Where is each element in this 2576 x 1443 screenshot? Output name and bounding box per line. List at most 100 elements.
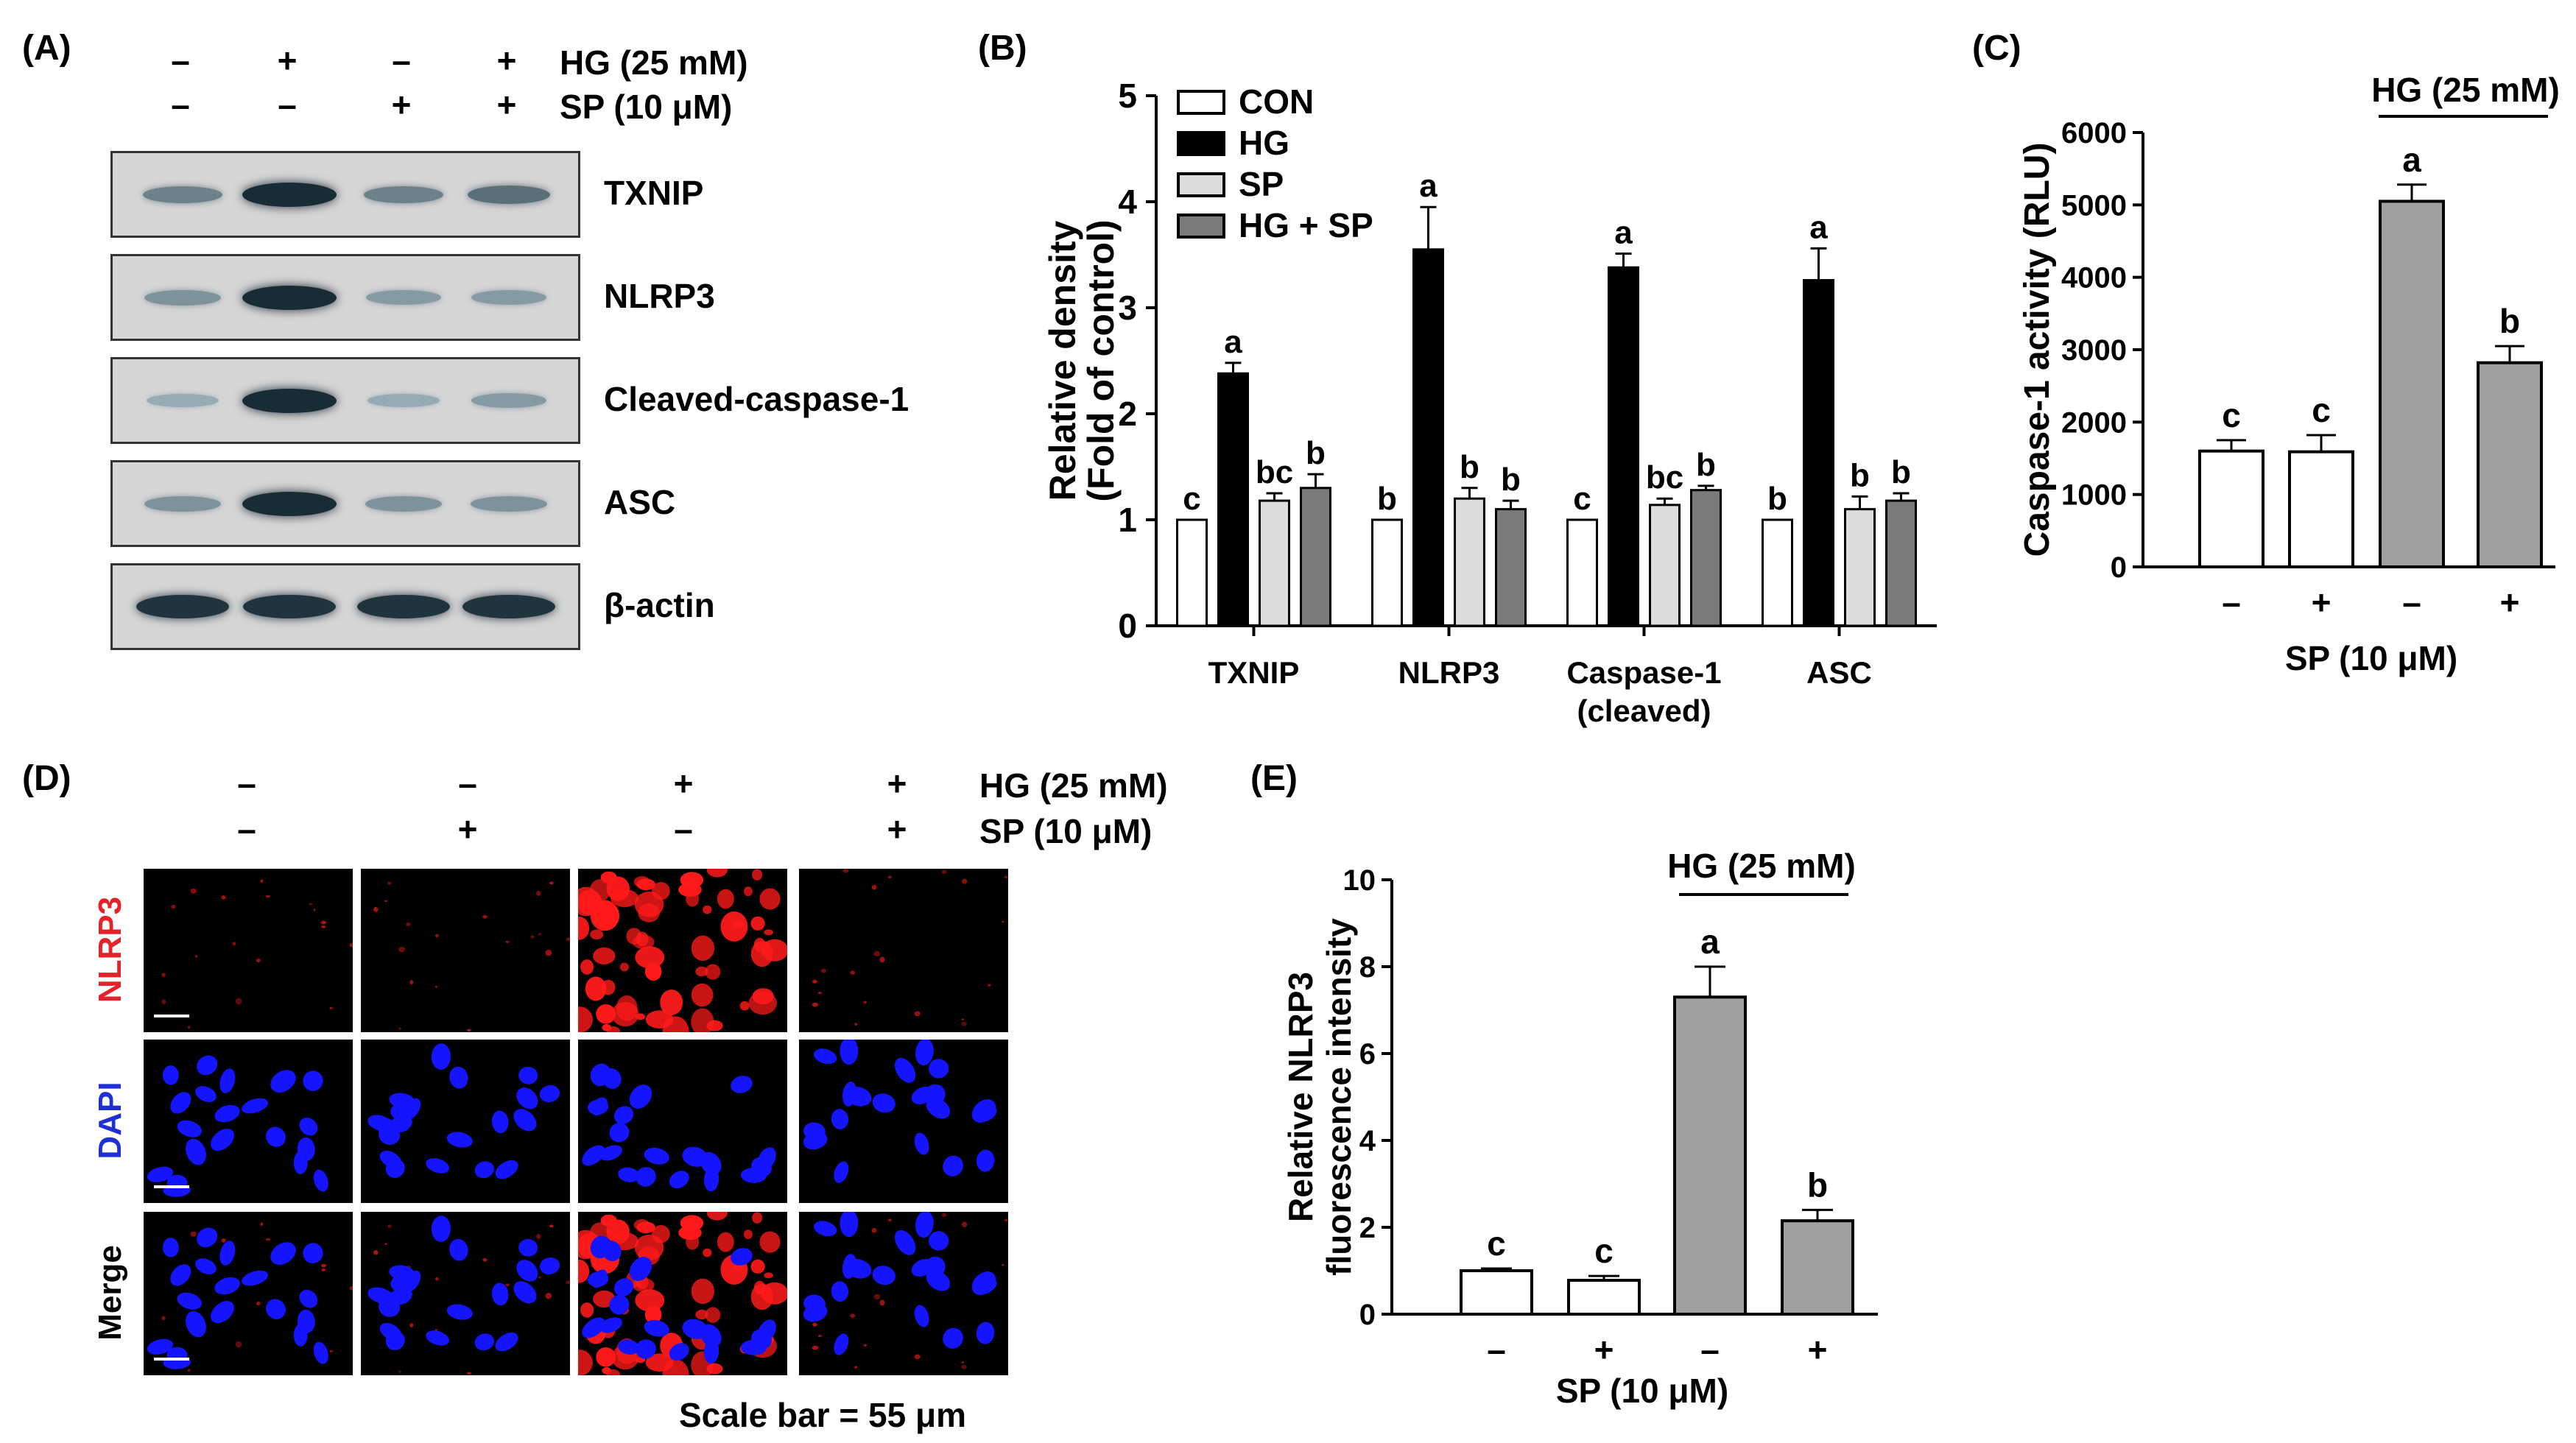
fluorescence-image bbox=[812, 869, 1008, 1026]
significance-letter: c bbox=[1573, 481, 1591, 517]
nlrp3-signal bbox=[887, 1218, 892, 1222]
nlrp3-signal bbox=[321, 1263, 327, 1268]
dapi-nucleus bbox=[426, 1158, 450, 1174]
y-tick-label: 6 bbox=[1359, 1038, 1376, 1070]
nlrp3-signal bbox=[812, 1002, 819, 1007]
nlrp3-signal bbox=[691, 935, 715, 962]
fluorescence-image bbox=[373, 881, 570, 1032]
dapi-nucleus bbox=[491, 1110, 509, 1134]
sp-sign: – bbox=[171, 85, 190, 124]
dapi-nucleus bbox=[516, 1087, 538, 1109]
nlrp3-signal bbox=[221, 1238, 226, 1243]
y-tick-label: 4 bbox=[1359, 1125, 1376, 1157]
dapi-nucleus bbox=[186, 1138, 206, 1165]
hg-sign: + bbox=[277, 41, 298, 80]
nlrp3-signal bbox=[1004, 875, 1008, 878]
dapi-nucleus bbox=[757, 1319, 776, 1343]
y-tick-label: 6000 bbox=[2061, 117, 2127, 149]
dapi-nucleus bbox=[914, 1305, 929, 1327]
x-tick-label: – bbox=[1700, 1330, 1720, 1369]
significance-letter: b bbox=[1696, 447, 1716, 483]
nlrp3-signal bbox=[759, 1231, 781, 1253]
nlrp3-signal bbox=[256, 958, 261, 963]
sp-sign: + bbox=[391, 85, 412, 124]
nlrp3-signal bbox=[914, 1354, 921, 1360]
hg-sign: – bbox=[171, 41, 190, 80]
dapi-nucleus bbox=[591, 1269, 608, 1288]
nlrp3-signal bbox=[879, 1299, 885, 1306]
bar-sp bbox=[1454, 497, 1485, 627]
bar-hg bbox=[1412, 248, 1444, 627]
blot-band bbox=[471, 393, 546, 408]
y-axis-title: Relative density(Fold of control) bbox=[1042, 219, 1122, 501]
fluorescence-image bbox=[367, 1216, 570, 1375]
bar-con bbox=[1566, 518, 1598, 627]
significance-letter: a bbox=[1224, 324, 1242, 360]
sp-sign: – bbox=[237, 810, 256, 848]
dapi-nucleus bbox=[928, 1059, 949, 1079]
y-tick-label: 2 bbox=[1359, 1212, 1376, 1244]
bar-hgsp bbox=[1690, 489, 1722, 627]
x-tick-label: + bbox=[2312, 583, 2332, 621]
blot-band bbox=[243, 595, 336, 618]
blot-label: ASC bbox=[604, 483, 676, 521]
dapi-nucleus bbox=[834, 1333, 849, 1355]
dapi-nucleus bbox=[449, 1066, 468, 1089]
dapi-nucleus bbox=[379, 1296, 401, 1317]
nlrp3-signal bbox=[961, 1361, 964, 1363]
nlrp3-signal bbox=[645, 1353, 674, 1372]
blot-strip bbox=[110, 151, 580, 238]
bar-con bbox=[1762, 518, 1793, 627]
fluorescence-image bbox=[147, 1055, 328, 1197]
dapi-nucleus bbox=[669, 1171, 689, 1189]
bar-hg bbox=[1217, 372, 1249, 627]
dapi-nucleus bbox=[426, 1330, 450, 1346]
dapi-nucleus bbox=[266, 1299, 286, 1319]
bar bbox=[1567, 1278, 1641, 1316]
dapi-nucleus bbox=[924, 1256, 946, 1277]
bar-hgsp bbox=[1885, 499, 1917, 627]
panel-b-label: (B) bbox=[978, 29, 1027, 68]
dapi-nucleus bbox=[591, 1097, 608, 1116]
nlrp3-signal bbox=[610, 889, 639, 908]
nlrp3-signal bbox=[435, 1277, 439, 1281]
significance-letter: a bbox=[1419, 168, 1437, 204]
nlrp3-signal bbox=[600, 1214, 617, 1227]
bar bbox=[1781, 1219, 1854, 1316]
dapi-nucleus bbox=[390, 1275, 415, 1294]
chart-e-nlrp3-fluorescence: 0 2 4 6 8 10 Relative NLRP3 fluorescence intens… bbox=[1281, 847, 1878, 1410]
dapi-nucleus bbox=[669, 1343, 689, 1361]
bar-sp bbox=[1649, 504, 1681, 627]
y-tick-label: 5000 bbox=[2061, 189, 2127, 222]
nlrp3-signal bbox=[190, 888, 197, 894]
bar bbox=[2288, 450, 2354, 569]
dapi-nucleus bbox=[740, 1168, 767, 1183]
nlrp3-signal bbox=[752, 869, 763, 881]
nlrp3-signal bbox=[256, 1301, 261, 1306]
nlrp3-signal bbox=[817, 992, 822, 995]
hg-sign: – bbox=[392, 41, 411, 80]
dapi-nucleus bbox=[491, 1283, 509, 1306]
blot-band bbox=[471, 290, 546, 305]
dapi-nucleus bbox=[513, 1281, 537, 1304]
bar bbox=[2477, 361, 2543, 568]
dapi-nucleus bbox=[170, 1092, 191, 1114]
x-tick-label: Caspase-1 bbox=[1566, 655, 1721, 690]
nlrp3-signal bbox=[635, 946, 665, 969]
chart-b-relative-density: 0 1 2 3 4 5 Relative density(Fold of control) T… bbox=[1042, 77, 1937, 728]
nlrp3-signal bbox=[434, 1328, 438, 1331]
significance-letter: a bbox=[1614, 215, 1633, 251]
dapi-nucleus bbox=[170, 1264, 191, 1286]
nlrp3-signal bbox=[720, 911, 748, 942]
panel-a-label: (A) bbox=[22, 29, 71, 68]
nlrp3-signal bbox=[329, 1006, 333, 1009]
significance-letter: c bbox=[1183, 481, 1200, 517]
hg-sign: + bbox=[673, 764, 694, 802]
dapi-nucleus bbox=[831, 1109, 849, 1129]
dapi-nucleus bbox=[214, 1277, 240, 1295]
significance-letter: b bbox=[1460, 449, 1479, 485]
dapi-nucleus bbox=[299, 1289, 318, 1308]
nlrp3-signal bbox=[842, 869, 849, 873]
nlrp3-signal bbox=[580, 959, 594, 975]
